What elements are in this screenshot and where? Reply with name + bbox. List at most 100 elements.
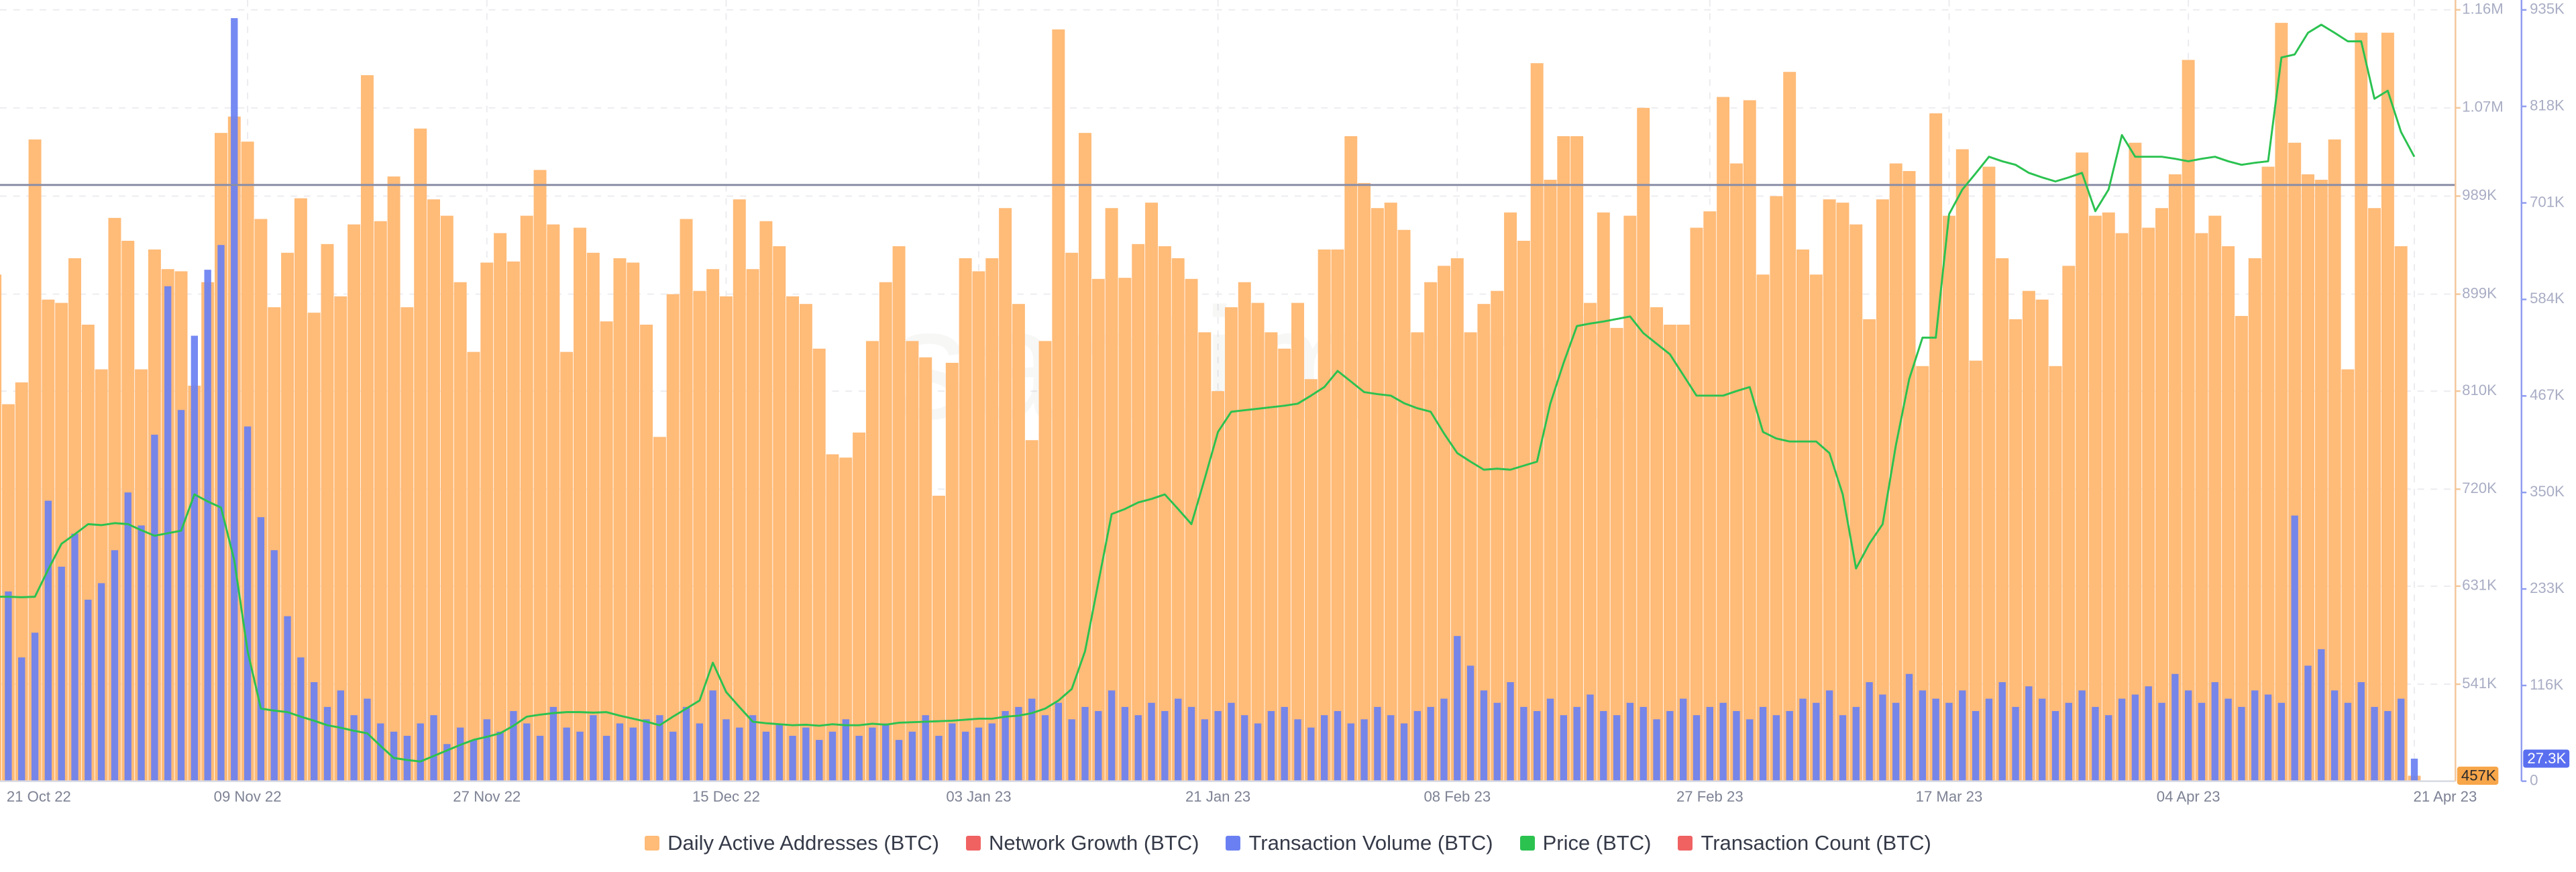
daa-bar [1597,212,1610,781]
y2-tick-label: 0 [2530,771,2538,788]
daa-bar [520,215,533,781]
volume-bar [364,698,371,781]
daa-bar [2022,290,2035,781]
volume-bar [869,727,876,781]
daa-bar [1796,249,1809,781]
volume-bar [71,533,78,781]
daa-bar [2168,174,2182,781]
volume-bar [323,706,331,781]
volume-bar [2277,702,2286,781]
daa-bar [2182,60,2195,781]
daa-bar [1397,229,1411,781]
volume-bar [1507,682,1514,781]
volume-bar [1254,723,1262,781]
volume-bar [669,731,677,781]
volume-bar [536,735,544,781]
volume-bar [1055,702,1063,781]
volume-bar [988,723,996,781]
volume-bar [2039,698,2046,781]
price-line-path [0,23,2416,763]
volume-bar [1493,702,1501,781]
volume-bar [1759,706,1767,781]
volume-bar [1454,636,1461,781]
volume-bar [124,492,131,781]
volume-bar [2105,715,2112,781]
daa-bar [2155,208,2168,781]
volume-bar [1015,706,1022,781]
volume-bar [390,731,398,781]
daa-bar [1610,327,1623,781]
daa-bar [1729,163,1743,781]
volume-bar [1241,715,1248,781]
volume-bar [616,723,624,781]
daa-bar [1663,325,1676,781]
volume-bar [1892,702,1900,781]
volume-bar [1187,706,1195,781]
volume-bar [1520,706,1527,781]
y2-tick-label: 818K [2530,97,2565,113]
daa-bar [799,304,812,781]
volume-bar [762,731,770,781]
daa-bar [1265,332,1278,781]
daa-bar [506,261,520,781]
volume-bar [443,744,451,781]
axis-labels: 541K 631K 720K 810K 899K 989K 1.07M 1.16M 0 116K 2… [7,0,2570,805]
volume-bar [1281,706,1288,781]
legend-item[interactable]: Daily Active Addresses (BTC) [645,831,939,855]
daa-bar [853,432,866,781]
legend-item[interactable]: Transaction Count (BTC) [1678,831,1931,855]
volume-bar [1214,711,1222,781]
daa-bar [1996,258,2009,781]
volume-bar [1932,698,1939,781]
volume-bar [2131,694,2139,781]
daa-bar [1212,391,1225,781]
volume-bar [1626,702,1634,781]
volume-bar [18,657,25,781]
legend-item[interactable]: Network Growth (BTC) [965,831,1199,855]
volume-bar [828,731,837,781]
daa-bar [1358,182,1371,781]
daa-bar [1158,246,1171,781]
volume-bar [1427,706,1434,781]
volume-bar [311,682,318,781]
daa-bar [1863,319,1876,781]
daa-bar [28,139,42,781]
y2-tick-label: 584K [2530,290,2565,307]
daa-bar [693,290,706,781]
daa-bar [1052,29,1065,781]
volume-bar [1945,702,1953,781]
legend-item[interactable]: Price (BTC) [1519,831,1652,855]
daa-bar [826,454,839,781]
daa-bar [1132,243,1145,781]
daa-bar [321,243,334,781]
legend-swatch [965,836,981,851]
daa-bar [2102,212,2115,781]
volume-bar [789,735,796,781]
volume-bar [549,706,557,781]
volume-bar [191,335,199,781]
legend-label: Price (BTC) [1542,831,1652,855]
volume-bar [961,731,969,781]
daa-bar [1224,307,1238,781]
daa-bar [2088,215,2102,781]
volume-bar [709,690,716,781]
daa-bar [2062,266,2076,781]
volume-bar [1879,694,1886,781]
daa-bar [906,341,919,781]
x-tick-label: 21 Oct 22 [7,788,71,805]
daa-bar [865,341,879,781]
legend-item[interactable]: Transaction Volume (BTC) [1226,831,1493,855]
volume-bar [1573,706,1580,781]
volume-bars [5,18,2418,781]
legend-label: Transaction Volume (BTC) [1248,831,1493,855]
daa-bar [1251,303,1265,781]
volume-bar [1746,719,1754,781]
daa-bar [1238,282,1251,781]
daa-bar [360,75,374,781]
volume-bar [138,525,145,781]
x-tick-label: 21 Jan 23 [1185,788,1250,805]
daa-bar [1491,290,1504,781]
volume-bar [975,727,983,781]
volume-bar [1693,715,1701,781]
